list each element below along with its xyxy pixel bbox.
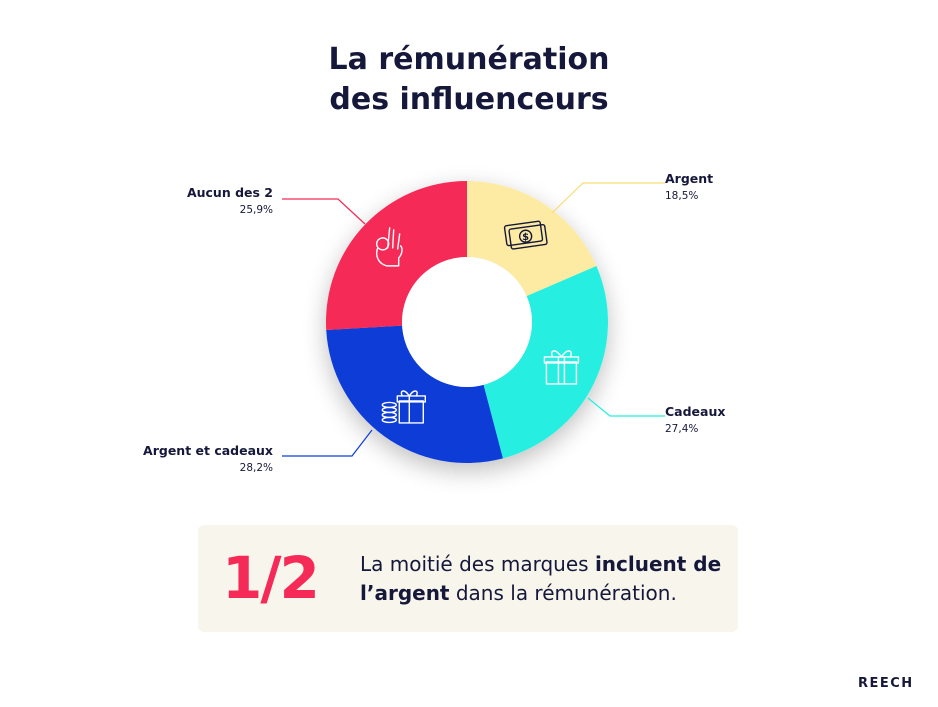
slice-label-1: Argent: [665, 171, 713, 186]
gift-icon: [543, 350, 580, 385]
donut-hole: [402, 257, 532, 387]
donut-slice-4: [326, 181, 467, 330]
ok-hand-icon: [375, 227, 403, 267]
slice-label-2: Cadeaux: [665, 404, 725, 419]
slice-label-3: Argent et cadeaux: [143, 443, 273, 458]
slice-label-4: Aucun des 2: [187, 185, 273, 200]
leader-line-1: [551, 182, 665, 214]
donut-slice-3: [326, 325, 503, 463]
callout-text: La moitié des marques incluent de l’arge…: [360, 550, 730, 608]
slice-value-3: 28,2%: [240, 462, 273, 474]
slice-value-4: 25,9%: [240, 204, 273, 216]
slice-value-1: 18,5%: [665, 190, 698, 202]
banknote-icon: $: [503, 220, 548, 250]
leader-line-3: [282, 429, 373, 457]
chart-title-line-2: des influenceurs: [329, 82, 609, 117]
svg-text:$: $: [522, 232, 529, 243]
slice-value-2: 27,4%: [665, 423, 698, 435]
leader-line-2: [587, 397, 665, 417]
brand-logo: REECH: [858, 676, 914, 691]
leader-line-4: [282, 198, 366, 225]
coins-and-gift-icon: [381, 390, 426, 424]
callout-box: 1/2 La moitié des marques incluent de l’…: [198, 525, 738, 632]
callout-text-part1: La moitié des marques: [360, 552, 595, 576]
chart-title: La rémunération des influenceurs: [0, 40, 938, 120]
callout-text-part2: dans la rémunération.: [449, 581, 677, 605]
chart-title-line-1: La rémunération: [328, 42, 610, 77]
callout-text-bold: incluent de l’argent: [360, 552, 722, 605]
big-fraction: 1/2: [222, 544, 320, 612]
